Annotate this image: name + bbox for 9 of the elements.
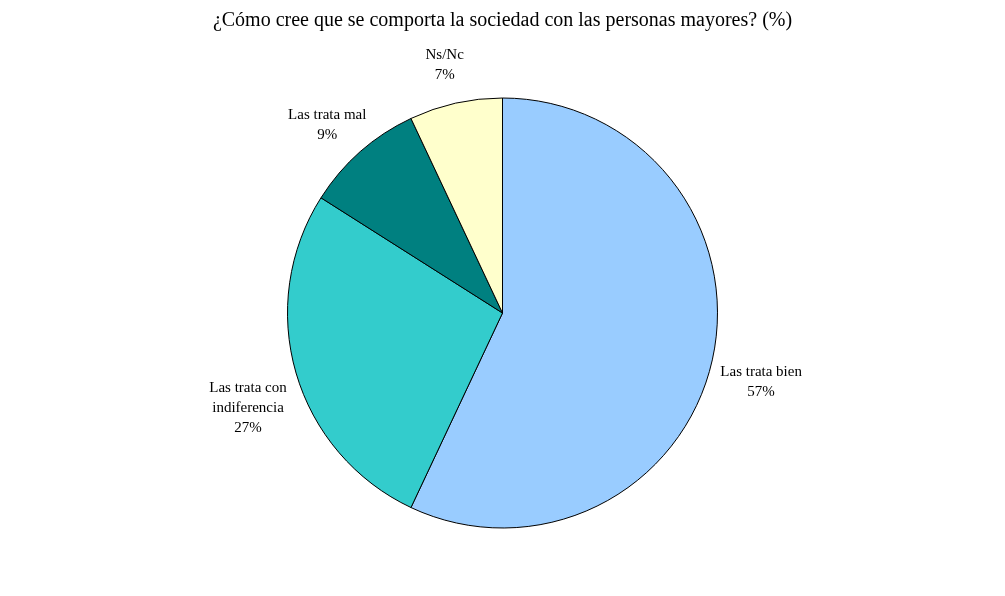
- data-label: 7%: [434, 66, 455, 83]
- slice-label: Ns/Nc: [425, 46, 465, 63]
- chart-title: ¿Cómo cree que se comporta la sociedad con las personas mayores? (%): [212, 8, 793, 31]
- slice-label: Las trata bien: [720, 362, 803, 379]
- data-label: 57%: [747, 382, 775, 399]
- slice-label: Las trata mal: [288, 106, 367, 123]
- slice-label: Las trata con indiferencia: [209, 378, 288, 415]
- data-label: 9%: [317, 126, 338, 143]
- data-label: 27%: [234, 418, 262, 435]
